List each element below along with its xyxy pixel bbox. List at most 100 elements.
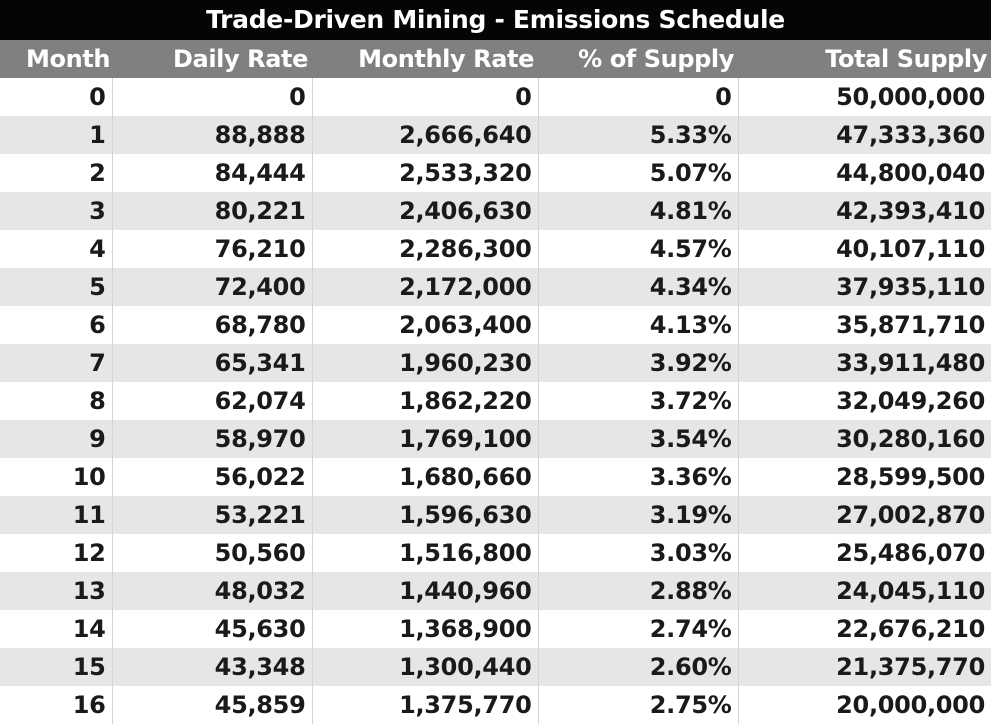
cell-percent-of-supply: 3.54% bbox=[537, 420, 738, 458]
cell-monthly-rate: 2,406,630 bbox=[311, 192, 538, 230]
header-percent-of-supply: % of Supply bbox=[578, 45, 734, 73]
table-row: 7 65,341 1,960,230 3.92% 33,911,480 bbox=[0, 344, 991, 382]
cell-total-supply: 33,911,480 bbox=[737, 344, 991, 382]
cell-total-supply: 21,375,770 bbox=[737, 648, 991, 686]
header-total-supply: Total Supply bbox=[825, 45, 987, 73]
table-row: 11 53,221 1,596,630 3.19% 27,002,870 bbox=[0, 496, 991, 534]
table-row: 10 56,022 1,680,660 3.36% 28,599,500 bbox=[0, 458, 991, 496]
cell-total-supply: 20,000,000 bbox=[737, 686, 991, 724]
table-row: 6 68,780 2,063,400 4.13% 35,871,710 bbox=[0, 306, 991, 344]
cell-daily-rate: 50,560 bbox=[111, 534, 312, 572]
cell-monthly-rate: 1,300,440 bbox=[311, 648, 538, 686]
cell-daily-rate: 62,074 bbox=[111, 382, 312, 420]
cell-total-supply: 24,045,110 bbox=[737, 572, 991, 610]
cell-monthly-rate: 2,666,640 bbox=[311, 116, 538, 154]
cell-month: 10 bbox=[72, 463, 106, 491]
cell-month: 8 bbox=[89, 387, 106, 415]
header-monthly-rate: Monthly Rate bbox=[358, 45, 534, 73]
cell-total-supply: 25,486,070 bbox=[737, 534, 991, 572]
cell-month: 3 bbox=[89, 197, 106, 225]
emissions-table: Month Daily Rate Monthly Rate % of Suppl… bbox=[0, 40, 991, 724]
cell-total-supply: 27,002,870 bbox=[737, 496, 991, 534]
cell-month: 12 bbox=[72, 539, 106, 567]
cell-daily-rate: 80,221 bbox=[111, 192, 312, 230]
cell-daily-rate: 0 bbox=[111, 78, 312, 116]
table-row: 8 62,074 1,862,220 3.72% 32,049,260 bbox=[0, 382, 991, 420]
table-header: Month Daily Rate Monthly Rate % of Suppl… bbox=[0, 40, 991, 78]
cell-month: 6 bbox=[89, 311, 106, 339]
table-row: 0 0 0 0 50,000,000 bbox=[0, 78, 991, 116]
cell-monthly-rate: 2,286,300 bbox=[311, 230, 538, 268]
cell-daily-rate: 43,348 bbox=[111, 648, 312, 686]
cell-total-supply: 35,871,710 bbox=[737, 306, 991, 344]
cell-percent-of-supply: 5.33% bbox=[537, 116, 738, 154]
cell-month: 13 bbox=[72, 577, 106, 605]
cell-month: 7 bbox=[89, 349, 106, 377]
cell-percent-of-supply: 2.60% bbox=[537, 648, 738, 686]
cell-total-supply: 28,599,500 bbox=[737, 458, 991, 496]
cell-monthly-rate: 1,596,630 bbox=[311, 496, 538, 534]
table-row: 13 48,032 1,440,960 2.88% 24,045,110 bbox=[0, 572, 991, 610]
cell-month: 5 bbox=[89, 273, 106, 301]
cell-daily-rate: 72,400 bbox=[111, 268, 312, 306]
cell-total-supply: 47,333,360 bbox=[737, 116, 991, 154]
header-daily-rate: Daily Rate bbox=[173, 45, 308, 73]
cell-month: 0 bbox=[89, 83, 106, 111]
cell-monthly-rate: 0 bbox=[311, 78, 538, 116]
cell-monthly-rate: 1,769,100 bbox=[311, 420, 538, 458]
cell-percent-of-supply: 2.74% bbox=[537, 610, 738, 648]
cell-total-supply: 50,000,000 bbox=[737, 78, 991, 116]
cell-month: 9 bbox=[89, 425, 106, 453]
cell-month: 15 bbox=[72, 653, 106, 681]
cell-month: 4 bbox=[89, 235, 106, 263]
cell-month: 14 bbox=[72, 615, 106, 643]
cell-monthly-rate: 2,063,400 bbox=[311, 306, 538, 344]
cell-month: 16 bbox=[72, 691, 106, 719]
cell-monthly-rate: 1,960,230 bbox=[311, 344, 538, 382]
table-row: 14 45,630 1,368,900 2.74% 22,676,210 bbox=[0, 610, 991, 648]
cell-percent-of-supply: 3.19% bbox=[537, 496, 738, 534]
cell-monthly-rate: 1,375,770 bbox=[311, 686, 538, 724]
cell-total-supply: 40,107,110 bbox=[737, 230, 991, 268]
cell-percent-of-supply: 3.72% bbox=[537, 382, 738, 420]
cell-percent-of-supply: 2.88% bbox=[537, 572, 738, 610]
table-row: 1 88,888 2,666,640 5.33% 47,333,360 bbox=[0, 116, 991, 154]
cell-daily-rate: 84,444 bbox=[111, 154, 312, 192]
cell-monthly-rate: 1,680,660 bbox=[311, 458, 538, 496]
cell-total-supply: 32,049,260 bbox=[737, 382, 991, 420]
cell-monthly-rate: 2,533,320 bbox=[311, 154, 538, 192]
cell-daily-rate: 53,221 bbox=[111, 496, 312, 534]
cell-daily-rate: 45,630 bbox=[111, 610, 312, 648]
cell-daily-rate: 68,780 bbox=[111, 306, 312, 344]
cell-total-supply: 22,676,210 bbox=[737, 610, 991, 648]
table-row: 16 45,859 1,375,770 2.75% 20,000,000 bbox=[0, 686, 991, 724]
cell-total-supply: 30,280,160 bbox=[737, 420, 991, 458]
cell-month: 1 bbox=[89, 121, 106, 149]
cell-total-supply: 37,935,110 bbox=[737, 268, 991, 306]
table-title: Trade-Driven Mining - Emissions Schedule bbox=[0, 0, 991, 40]
cell-percent-of-supply: 0 bbox=[537, 78, 738, 116]
table-row: 15 43,348 1,300,440 2.60% 21,375,770 bbox=[0, 648, 991, 686]
table-row: 4 76,210 2,286,300 4.57% 40,107,110 bbox=[0, 230, 991, 268]
cell-percent-of-supply: 4.57% bbox=[537, 230, 738, 268]
cell-daily-rate: 58,970 bbox=[111, 420, 312, 458]
header-month: Month bbox=[26, 45, 111, 73]
cell-percent-of-supply: 3.92% bbox=[537, 344, 738, 382]
cell-percent-of-supply: 5.07% bbox=[537, 154, 738, 192]
cell-total-supply: 42,393,410 bbox=[737, 192, 991, 230]
cell-percent-of-supply: 4.34% bbox=[537, 268, 738, 306]
cell-daily-rate: 88,888 bbox=[111, 116, 312, 154]
table-row: 2 84,444 2,533,320 5.07% 44,800,040 bbox=[0, 154, 991, 192]
cell-daily-rate: 56,022 bbox=[111, 458, 312, 496]
cell-month: 11 bbox=[72, 501, 106, 529]
cell-daily-rate: 76,210 bbox=[111, 230, 312, 268]
table-row: 9 58,970 1,769,100 3.54% 30,280,160 bbox=[0, 420, 991, 458]
cell-monthly-rate: 2,172,000 bbox=[311, 268, 538, 306]
cell-percent-of-supply: 4.81% bbox=[537, 192, 738, 230]
header-row: Month Daily Rate Monthly Rate % of Suppl… bbox=[0, 40, 991, 78]
cell-daily-rate: 45,859 bbox=[111, 686, 312, 724]
cell-percent-of-supply: 3.36% bbox=[537, 458, 738, 496]
cell-daily-rate: 65,341 bbox=[111, 344, 312, 382]
cell-total-supply: 44,800,040 bbox=[737, 154, 991, 192]
